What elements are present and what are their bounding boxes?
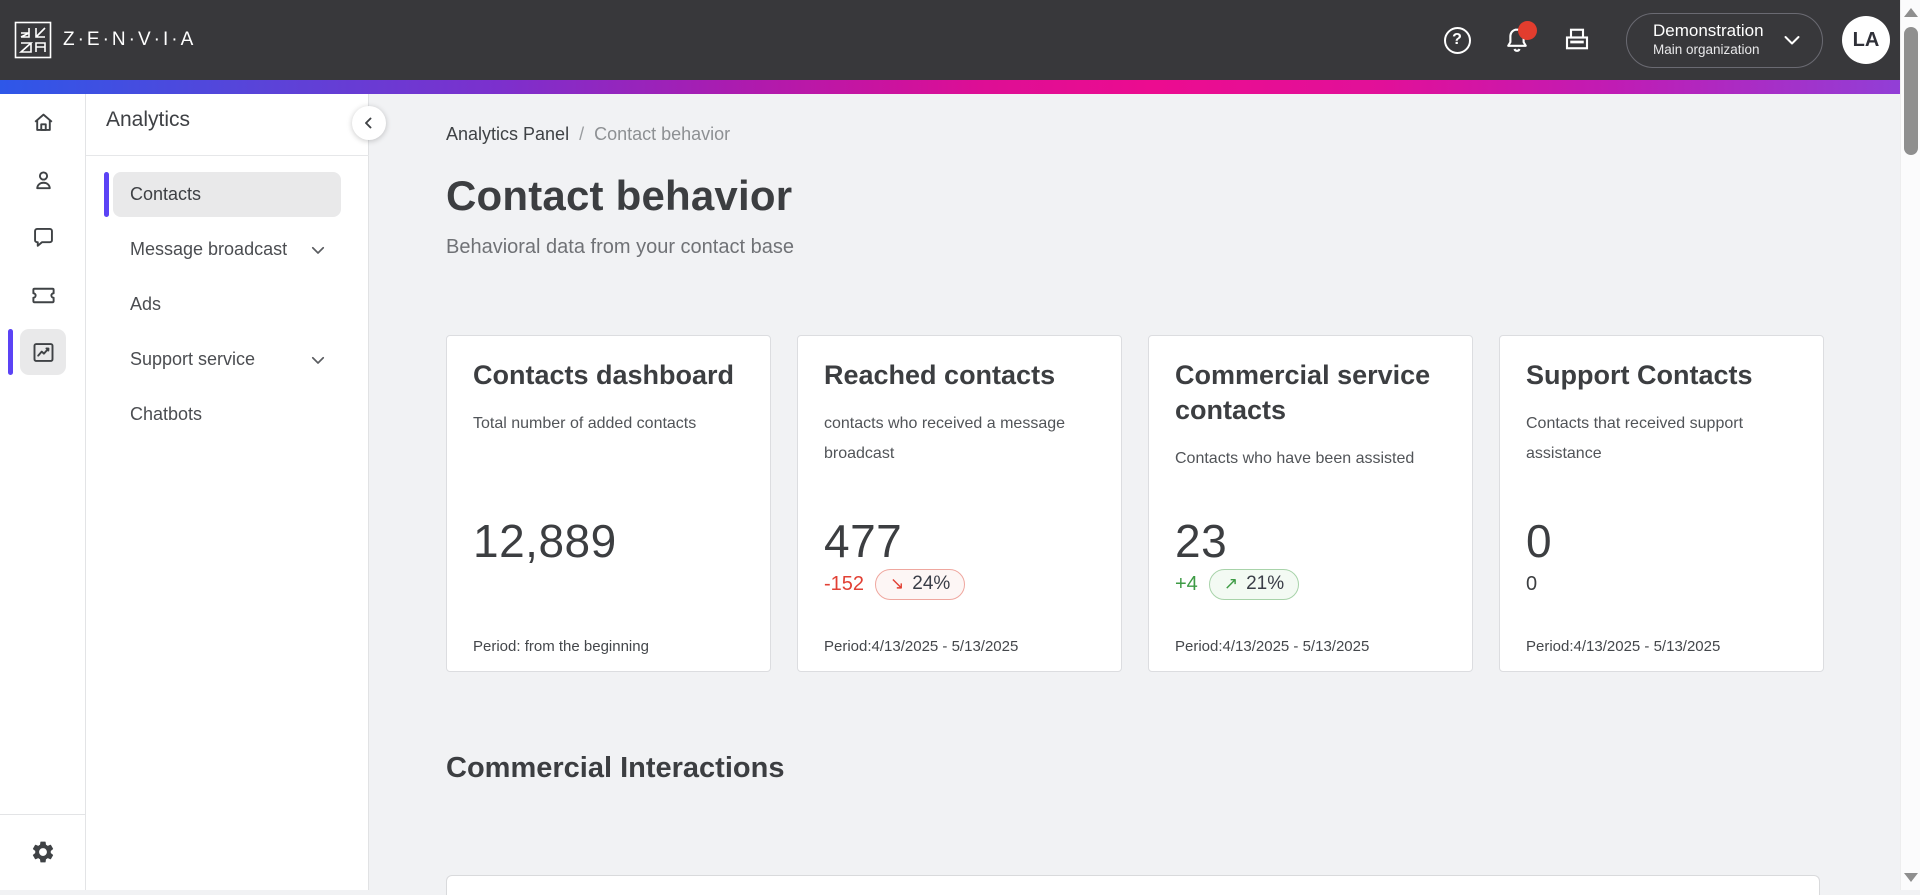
card-delta: -152 ↘ 24% <box>824 568 966 600</box>
card-support-contacts: Support Contacts Contacts that received … <box>1499 335 1824 672</box>
user-avatar[interactable]: LA <box>1842 16 1890 64</box>
chevron-down-icon <box>311 356 325 364</box>
menu-item-support-service[interactable]: Support service <box>113 337 341 382</box>
card-commercial-service-contacts: Commercial service contacts Contacts who… <box>1148 335 1473 672</box>
zenvia-brand: Z·E·N·V·I·A <box>14 21 196 59</box>
card-contacts-dashboard: Contacts dashboard Total number of added… <box>446 335 771 672</box>
analytics-submenu-panel: Analytics Contacts Message broadcast Ads… <box>86 94 369 890</box>
card-title: Contacts dashboard <box>473 360 735 390</box>
gear-icon <box>32 841 54 863</box>
brand-gradient-bar <box>0 80 1920 94</box>
menu-item-message-broadcast[interactable]: Message broadcast <box>113 227 341 272</box>
chevron-down-icon <box>1784 36 1800 45</box>
line-chart-icon <box>33 342 53 362</box>
rail-divider <box>0 814 86 815</box>
breadcrumb-analytics-panel[interactable]: Analytics Panel <box>446 124 570 144</box>
card-title: Commercial service contacts <box>1175 360 1431 426</box>
delta-percent: 21% <box>1246 573 1285 594</box>
card-reached-contacts: Reached contacts contacts who received a… <box>797 335 1122 672</box>
percent-badge: ↘ 24% <box>875 568 966 600</box>
analytics-menu: Contacts Message broadcast Ads Support s… <box>104 172 341 447</box>
card-delta: 0 <box>1526 568 1537 600</box>
sidebar-item-settings[interactable] <box>0 829 86 875</box>
organization-switcher[interactable]: Demonstration Main organization <box>1626 12 1823 68</box>
delta-change: -152 <box>824 572 865 595</box>
card-value: 23 <box>1175 515 1228 567</box>
chevron-left-icon <box>365 117 372 129</box>
card-value: 477 <box>824 515 903 567</box>
card-period: Period:4/13/2025 - 5/13/2025 <box>824 638 1019 655</box>
breadcrumb-current: Contact behavior <box>594 124 731 144</box>
printer-icon[interactable] <box>1554 17 1600 63</box>
chat-bubble-icon <box>33 227 53 247</box>
breadcrumb: Analytics Panel / Contact behavior <box>446 124 730 145</box>
menu-item-ads[interactable]: Ads <box>130 294 162 314</box>
scroll-down-arrow[interactable] <box>1904 873 1918 882</box>
collapse-panel-button[interactable] <box>352 106 386 140</box>
notification-badge <box>1518 21 1537 40</box>
sidebar-item-analytics[interactable] <box>0 329 86 375</box>
arrow-up-right-icon: ↗ <box>1223 574 1239 593</box>
home-icon <box>34 113 52 131</box>
arrow-down-right-icon: ↘ <box>890 574 905 593</box>
bell-icon[interactable] <box>1494 17 1540 63</box>
zenvia-logo-icon <box>14 21 52 59</box>
organization-subtitle: Main organization <box>1653 41 1760 57</box>
delta-percent: 24% <box>912 573 951 594</box>
ticket-icon <box>31 287 55 303</box>
card-description: Contacts who have been assisted <box>1175 450 1415 468</box>
main-content: Analytics Panel / Contact behavior Conta… <box>369 94 1900 895</box>
panel-divider <box>86 155 369 156</box>
kpi-cards-row: Contacts dashboard Total number of added… <box>446 335 1824 672</box>
organization-name: Demonstration <box>1653 21 1764 41</box>
page-subtitle: Behavioral data from your contact base <box>446 236 794 258</box>
percent-badge: ↗ 21% <box>1208 568 1300 600</box>
scroll-up-arrow[interactable] <box>1904 8 1918 17</box>
card-delta: +4 ↗ 21% <box>1175 568 1300 600</box>
card-period: Period:4/13/2025 - 5/13/2025 <box>1526 638 1721 655</box>
person-icon <box>35 170 51 189</box>
menu-item-chatbots[interactable]: Chatbots <box>130 404 203 424</box>
panel-title: Analytics <box>106 108 191 131</box>
sidebar-item-contacts[interactable] <box>0 157 86 203</box>
card-period: Period: from the beginning <box>473 638 649 655</box>
sidebar-item-conversations[interactable] <box>0 214 86 260</box>
top-bar: Z·E·N·V·I·A ? Demonstration Main organiz… <box>0 0 1920 80</box>
section-title-commercial-interactions: Commercial Interactions <box>446 752 785 784</box>
active-indicator <box>8 329 13 375</box>
zenvia-wordmark: Z·E·N·V·I·A <box>63 29 197 50</box>
menu-item-contacts[interactable]: Contacts <box>104 172 341 217</box>
card-description: contacts who received a message broadcas… <box>824 415 1066 462</box>
card-period: Period:4/13/2025 - 5/13/2025 <box>1175 638 1370 655</box>
breadcrumb-separator: / <box>579 124 585 144</box>
card-description: Total number of added contacts <box>473 415 697 433</box>
icon-rail <box>0 94 86 890</box>
delta-change: +4 <box>1175 572 1198 595</box>
card-title: Support Contacts <box>1526 360 1753 390</box>
scrollbar-thumb[interactable] <box>1904 27 1918 155</box>
delta-change: 0 <box>1526 572 1538 595</box>
card-value: 0 <box>1526 515 1553 567</box>
card-description: Contacts that received support assistanc… <box>1526 415 1744 462</box>
vertical-scrollbar[interactable] <box>1900 0 1920 890</box>
commercial-interactions-card-top <box>446 875 1820 895</box>
sidebar-item-tickets[interactable] <box>0 272 86 318</box>
page-title: Contact behavior <box>446 172 793 219</box>
help-icon[interactable]: ? <box>1434 17 1480 63</box>
chevron-down-icon <box>311 246 325 254</box>
card-value: 12,889 <box>473 515 617 567</box>
card-title: Reached contacts <box>824 360 1056 390</box>
sidebar-item-home[interactable] <box>0 99 86 145</box>
